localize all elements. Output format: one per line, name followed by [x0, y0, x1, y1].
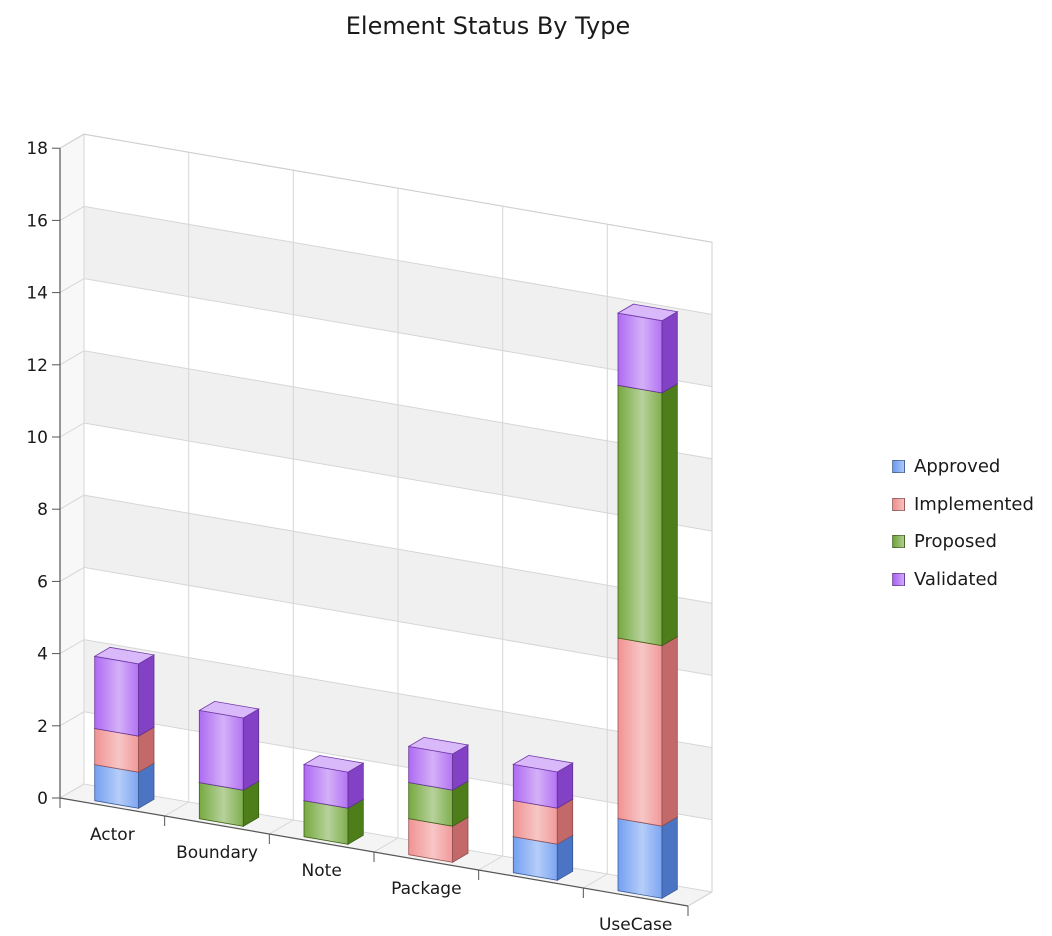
bar-top — [93, 646, 156, 665]
chart-title: Element Status By Type — [345, 12, 631, 40]
gridline-v — [583, 224, 608, 889]
legend-swatch — [892, 535, 905, 549]
legend-item: Approved — [892, 448, 1034, 486]
bar-segment — [512, 754, 574, 809]
bar-front — [198, 709, 244, 791]
y-tick-label: 2 — [37, 717, 48, 737]
gridline-v — [373, 188, 399, 853]
y-tick-label: 0 — [37, 789, 48, 809]
x-tick-label: UseCase — [599, 915, 672, 935]
gridline-v — [59, 134, 85, 799]
gridline-v — [164, 152, 190, 817]
y-tick-label: 4 — [37, 645, 48, 665]
bar-segment — [616, 375, 679, 647]
chart-axes: 0 2 4 6 8 10 12 14 16 18 Actor Boundary Note Package U… — [26, 139, 689, 935]
bar-side — [242, 708, 260, 791]
bar-top — [616, 303, 679, 322]
y-tick-label: 14 — [26, 284, 48, 304]
legend-label: Implemented — [914, 493, 1034, 515]
legend-label: Proposed — [914, 531, 997, 553]
legend-label: Validated — [914, 568, 998, 590]
bar-side — [661, 311, 678, 394]
y-tick-label: 6 — [37, 572, 48, 592]
bar-top — [512, 754, 574, 773]
bar-front — [617, 384, 663, 647]
y-tick-label: 8 — [37, 500, 48, 520]
legend-swatch — [892, 460, 905, 474]
bar-top — [407, 736, 470, 755]
bar-side — [138, 654, 155, 737]
bar-side — [661, 383, 678, 647]
y-tick-label: 12 — [26, 356, 48, 376]
bar-front — [617, 312, 663, 394]
legend-item: Implemented — [892, 486, 1034, 524]
legend-label: Approved — [914, 456, 1001, 478]
bar-segment — [407, 736, 470, 791]
bar-top — [302, 755, 365, 773]
bar-segment — [302, 755, 365, 809]
wall-edge — [59, 133, 713, 907]
gridline-v — [269, 170, 294, 835]
legend-swatch — [892, 497, 905, 511]
y-tick-label: 18 — [26, 139, 48, 159]
gridline-v — [478, 206, 504, 871]
bar-segment — [616, 303, 679, 394]
bar-segment — [93, 646, 156, 737]
legend-item: Proposed — [892, 523, 1034, 561]
x-tick-label: Note — [302, 861, 342, 881]
legend-item: Validated — [892, 561, 1034, 599]
bar-segment — [616, 628, 679, 827]
chart-bars — [93, 303, 679, 899]
bar-top — [198, 700, 260, 719]
legend-swatch — [892, 572, 905, 586]
side-wall — [60, 134, 84, 798]
bar-front — [94, 655, 140, 737]
bar-segment — [198, 700, 260, 791]
chart-walls — [59, 133, 713, 907]
y-tick-label: 10 — [26, 428, 48, 448]
x-tick-label: Actor — [90, 825, 135, 845]
legend: Approved Implemented Proposed Validated — [892, 448, 1034, 598]
bar-side — [661, 635, 678, 827]
x-tick-label: Package — [391, 879, 461, 899]
bar-side — [661, 816, 678, 899]
bar-front — [617, 637, 663, 827]
x-tick-label: Boundary — [176, 843, 258, 863]
y-tick-label: 16 — [26, 211, 48, 231]
bar-front — [617, 818, 663, 899]
